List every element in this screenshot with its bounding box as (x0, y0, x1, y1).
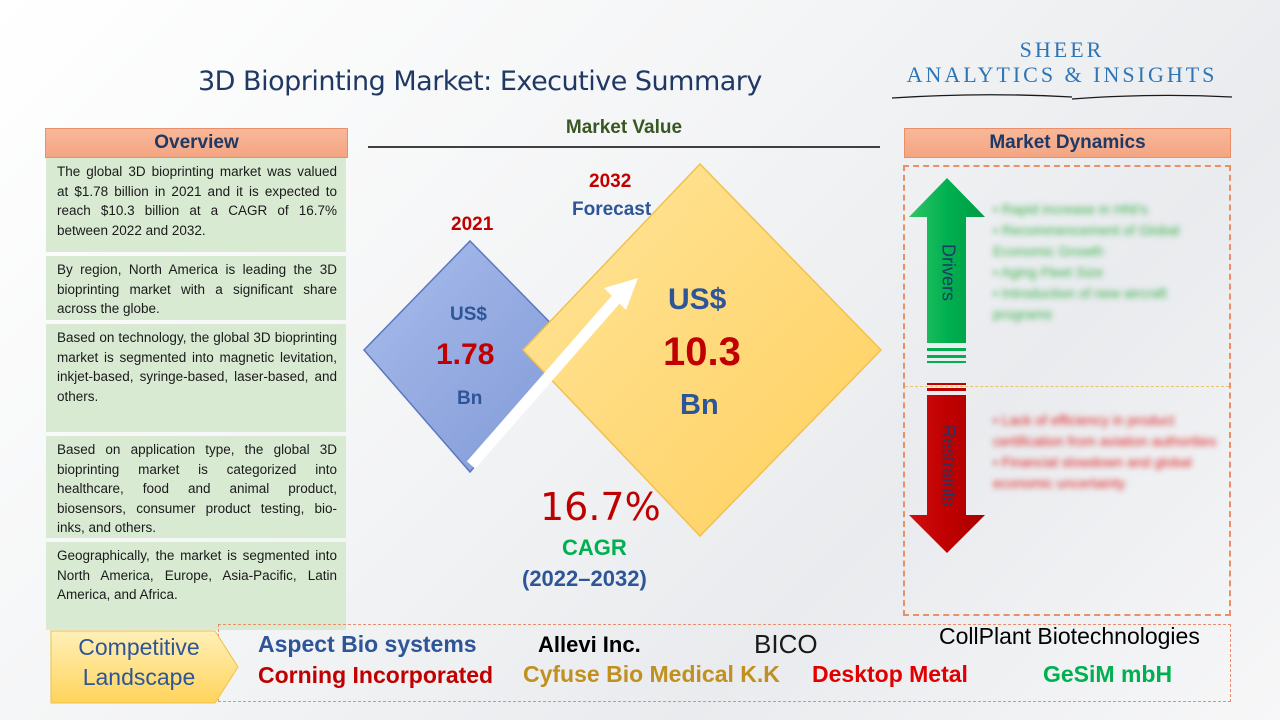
dynamics-divider (905, 386, 1229, 387)
overview-item: By region, North America is leading the … (46, 256, 346, 320)
drivers-label: Drivers (938, 244, 959, 301)
market-value-heading: Market Value (565, 117, 683, 138)
forecast-year: 2032 (589, 171, 632, 192)
overview-item: The global 3D bioprinting market was val… (46, 158, 346, 252)
list-item: Lack of efficiency in product certificat… (993, 410, 1218, 452)
company-name: Allevi Inc. (538, 632, 641, 657)
overview-item: Geographically, the market is segmented … (46, 542, 346, 630)
growth-arrow-icon (466, 278, 638, 469)
company-name: GeSiM mbH (1043, 661, 1173, 687)
drivers-up-arrow-icon (909, 178, 985, 363)
cl-label-line-2: Landscape (82, 664, 196, 690)
list-item: Introduction of new aircraft programs (993, 283, 1223, 325)
company-name: Aspect Bio systems (258, 631, 477, 657)
competitive-landscape-chevron-icon (50, 630, 239, 704)
market-value-divider (368, 146, 880, 148)
logo-line-2: ANALYTICS & INSIGHTS (906, 62, 1218, 87)
competitive-landscape-label: Competitive Landscape (58, 632, 220, 692)
page-title: 3D Bioprinting Market: Executive Summary (198, 66, 762, 97)
base-value: 1.78 (436, 338, 495, 371)
forecast-label: Forecast (572, 199, 652, 220)
overview-item: Based on technology, the global 3D biopr… (46, 324, 346, 432)
base-unit: Bn (457, 388, 483, 409)
forecast-value: 10.3 (663, 330, 741, 374)
list-item: Financial slowdown and global economic u… (993, 452, 1218, 494)
overview-heading: Overview (45, 128, 348, 158)
restraints-label: Restraints (938, 424, 959, 507)
diamond-2021 (362, 239, 579, 474)
market-value-graphic (362, 162, 883, 538)
list-item: Recommencement of Global Economic Growth (993, 220, 1223, 262)
market-dynamics-panel (903, 165, 1231, 616)
cl-label-line-1: Competitive (78, 634, 200, 660)
forecast-unit: Bn (680, 389, 719, 421)
restraints-list: Lack of efficiency in product certificat… (993, 410, 1218, 494)
company-name: Desktop Metal (812, 661, 968, 687)
logo-line-1: SHEER (1019, 37, 1105, 62)
company-logo: SHEER ANALYTICS & INSIGHTS (892, 38, 1232, 100)
company-name: CollPlant Biotechnologies (939, 623, 1200, 649)
forecast-currency: US$ (668, 283, 727, 316)
cagr-label: CAGR (562, 535, 627, 560)
logo-swoosh-icon (892, 94, 1232, 100)
company-name: BICO (754, 629, 818, 659)
company-name: Corning Incorporated (258, 662, 494, 688)
base-year: 2021 (451, 214, 494, 235)
list-item: Rapid increase in HNI's (993, 199, 1223, 220)
market-dynamics-heading: Market Dynamics (904, 128, 1231, 158)
list-item: Aging Fleet Size (993, 262, 1223, 283)
dynamics-arrows (909, 178, 985, 553)
diamond-2032 (521, 162, 883, 538)
overview-item: Based on application type, the global 3D… (46, 436, 346, 538)
restraints-down-arrow-icon (909, 383, 985, 553)
company-name: Cyfuse Bio Medical K.K (523, 661, 780, 687)
cagr-value: 16.7% (540, 485, 661, 529)
base-currency: US$ (450, 304, 487, 325)
drivers-list: Rapid increase in HNI's Recommencement o… (993, 199, 1223, 325)
cagr-period: (2022–2032) (522, 566, 647, 591)
